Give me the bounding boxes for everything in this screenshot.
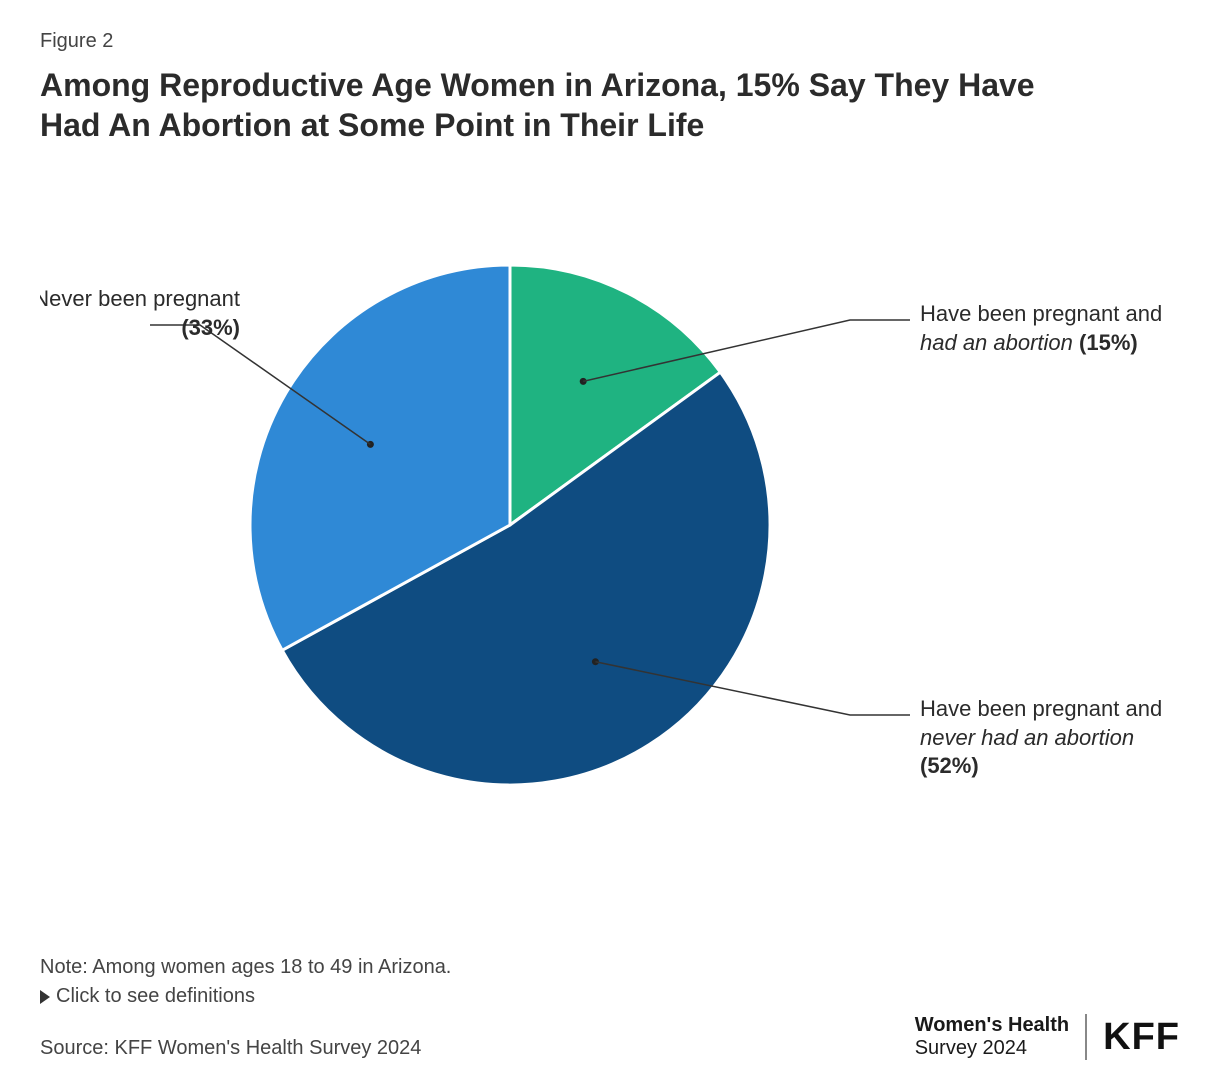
slice-label-never_pregnant: Never been pregnant (33%) [40, 285, 240, 342]
chart-footer: Note: Among women ages 18 to 49 in Arizo… [40, 956, 1180, 1060]
chart-title: Among Reproductive Age Women in Arizona,… [40, 65, 1090, 145]
triangle-icon [40, 990, 50, 1004]
slice-label-no_abortion: Have been pregnant and never had an abor… [920, 695, 1180, 781]
note-text: Note: Among women ages 18 to 49 in Arizo… [40, 956, 1180, 979]
pie-chart-svg: Have been pregnant and had an abortion (… [40, 155, 1180, 895]
source-text: Source: KFF Women's Health Survey 2024 [40, 1037, 421, 1060]
brand-block: Women's Health Survey 2024 KFF [915, 1014, 1180, 1060]
definitions-toggle[interactable]: Click to see definitions [40, 985, 1180, 1008]
definitions-label: Click to see definitions [56, 985, 255, 1008]
kff-logo: KFF [1103, 1016, 1180, 1059]
pie-chart-area: Have been pregnant and had an abortion (… [40, 155, 1180, 946]
figure-label: Figure 2 [40, 30, 1180, 53]
brand-line1: Women's Health [915, 1014, 1069, 1037]
brand-divider [1085, 1014, 1087, 1060]
slice-label-had_abortion: Have been pregnant and had an abortion (… [920, 300, 1180, 357]
brand-line2: Survey 2024 [915, 1037, 1069, 1060]
